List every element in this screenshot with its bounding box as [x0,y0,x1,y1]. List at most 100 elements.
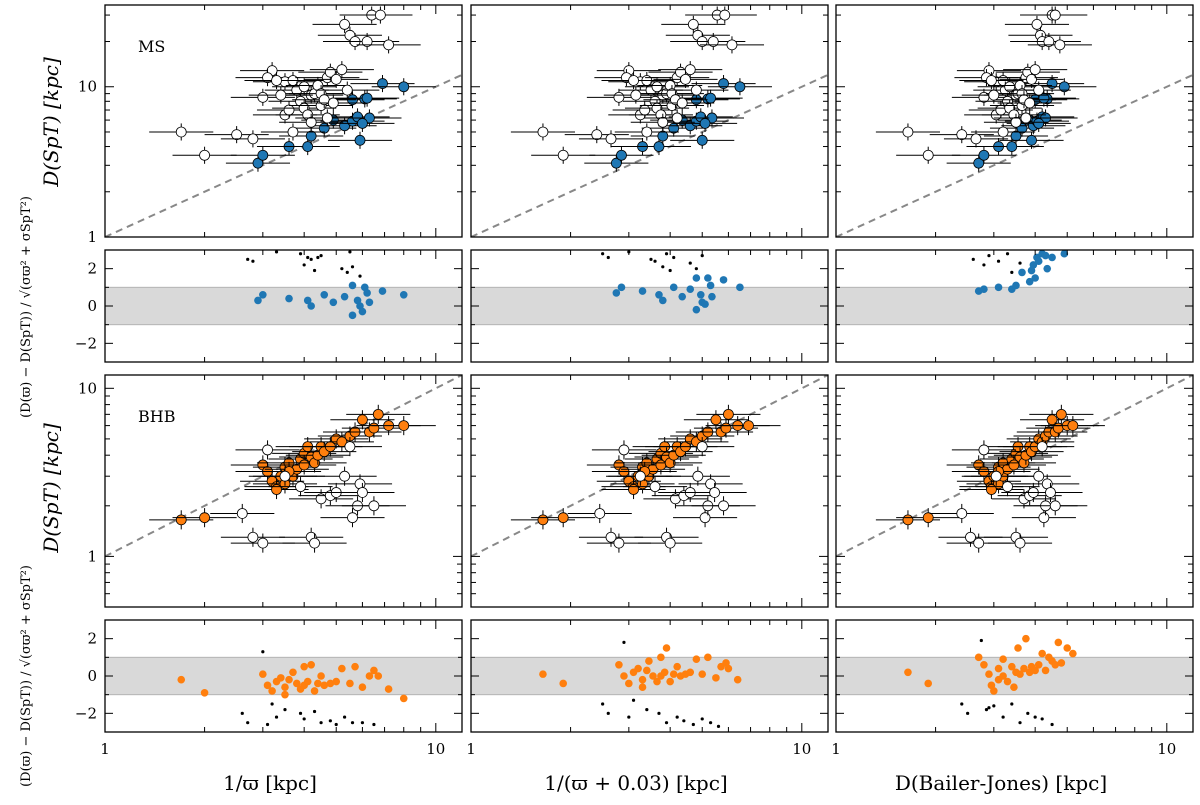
data-point [1052,422,1064,434]
data-point [557,512,569,524]
panel-5 [835,249,1194,363]
series-ms-selected [254,281,408,320]
data-point [631,698,636,702]
one-to-one-line [836,73,1193,237]
data-point [348,281,357,290]
data-point [688,261,692,265]
data-point [987,254,991,258]
data-point [657,711,661,715]
data-point [719,9,731,21]
data-point [309,257,313,261]
data-point [1003,677,1012,686]
data-point [328,719,332,723]
data-point [1034,257,1043,266]
x-tick-label: 1 [831,740,841,758]
data-point [384,685,393,693]
data-point [678,292,687,301]
data-point [1002,481,1013,493]
data-point [263,681,272,690]
data-point [320,681,329,690]
series-ms-selected [974,250,1069,295]
series-bhb-rejected [929,437,1088,553]
data-point [281,683,289,691]
data-point [363,289,371,297]
data-point [960,702,964,706]
data-point [368,422,380,434]
data-point [997,126,1009,138]
data-point [924,679,933,688]
data-point [668,268,672,273]
data-point [372,408,384,420]
ylabel-dist-top: D(SpT) [kpc] [39,57,63,188]
data-point [995,104,1007,116]
sigma-band [471,286,828,326]
data-point [1026,711,1030,715]
data-point [200,689,209,697]
data-point [716,724,721,729]
plot-area [105,375,462,558]
data-point [662,644,671,652]
data-point [175,126,187,138]
data-point [634,470,646,482]
data-point [986,484,997,495]
data-point [704,653,712,662]
series-ms-rejected [246,250,362,278]
plot-area [105,650,462,727]
data-point [398,81,410,93]
data-point [1041,251,1050,260]
y-tick-label: 2 [87,630,97,648]
data-point [994,283,1003,292]
data-point [1018,721,1022,725]
data-point [374,9,386,21]
data-point [673,662,681,671]
data-point [649,481,661,493]
data-point [257,91,269,103]
series-bhb-rejected [567,437,756,553]
data-point [287,126,299,138]
data-point [298,711,303,715]
data-point [240,711,244,715]
data-point [271,484,282,495]
data-point [539,670,547,678]
plot-area [105,6,462,237]
data-point [347,512,358,524]
series-bhb-rejected [960,638,1054,727]
data-point [710,414,722,426]
one-to-one-line [105,375,462,558]
data-point [706,281,715,290]
data-point [617,283,626,292]
data-point [312,709,317,714]
data-point [622,640,626,645]
data-point [712,674,720,682]
axes-frame [470,374,829,608]
data-point [295,481,306,493]
x-tick-label: 10 [426,740,445,758]
data-point [672,255,676,260]
data-point [1031,274,1039,282]
panel-2 [835,4,1194,238]
y-tick-label: 2 [87,260,97,278]
data-point [660,668,669,677]
data-point [720,422,732,434]
data-point [1048,253,1056,262]
data-point [1050,722,1054,727]
data-point [302,141,314,152]
x-tick-label: 1 [466,740,476,758]
data-point [1029,64,1041,76]
data-point [658,296,667,305]
data-point [399,291,408,299]
data-point [1010,130,1022,142]
x-tick-label: 1 [100,740,110,758]
data-point [1054,39,1066,51]
data-point [680,73,691,85]
data-point [307,302,315,310]
data-point [283,104,295,116]
data-point [616,149,627,161]
data-point [645,708,649,712]
series-bhb-selected [149,404,436,530]
data-point [701,300,709,308]
x-tick-label: 10 [792,740,811,758]
data-point [357,414,368,426]
data-point [310,687,319,695]
data-point [1046,78,1058,89]
